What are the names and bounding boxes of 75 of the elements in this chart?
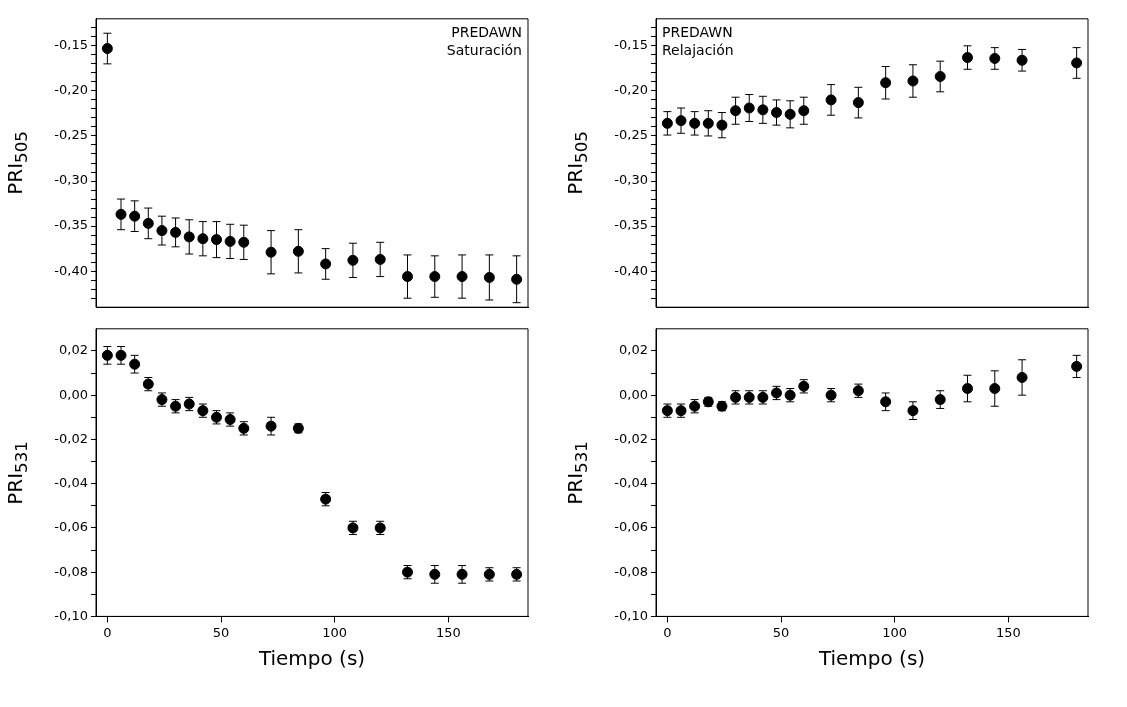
x-tick-label: 150 [996,624,1021,640]
x-tick-label: 0 [663,624,672,640]
point [402,271,413,283]
y-tick-label: -0,04 [54,475,88,491]
annotation: PREDAWN [662,24,733,41]
point [429,568,441,580]
point [101,349,113,361]
x-axis-title: Tiempo (s) [257,646,366,671]
point [142,217,154,229]
y-tick-label: -0,20 [614,82,648,98]
y-tick-label: -0,15 [54,37,88,53]
y-tick-label: -0,40 [614,262,648,278]
y-tick-label: -0,08 [614,563,648,579]
point [511,273,523,285]
point [798,105,810,117]
point [129,210,141,222]
y-tick-label: -0,04 [614,475,648,491]
point [238,236,250,248]
point [689,117,701,129]
point [661,117,673,129]
point [101,43,113,55]
point [170,226,182,238]
point [183,231,195,243]
point [129,358,141,370]
y-tick-label: -0,15 [614,37,648,53]
point [880,396,892,408]
y-tick-label: -0,35 [614,217,648,233]
y-tick-label: -0,35 [54,217,88,233]
y-tick-label: -0,06 [614,519,648,535]
x-axis-title: Tiempo (s) [817,646,926,671]
point [730,105,742,117]
y-tick-label: -0,25 [614,127,648,143]
y-tick-label: -0,06 [54,519,88,535]
x-tick-label: 100 [322,624,348,640]
x-tick-label: 50 [212,624,230,640]
y-tick-label: -0,10 [54,607,88,623]
y-tick-label: -0,25 [54,127,88,143]
point [211,234,223,246]
point [1071,57,1083,69]
point [989,383,1001,395]
point [702,117,714,129]
point [962,52,973,64]
point [934,70,946,82]
point [1071,360,1083,372]
point [483,271,495,283]
point [771,107,783,119]
point [320,258,332,270]
annotation: Saturación [446,42,522,59]
x-tick-label: 150 [436,624,461,640]
y-tick-label: -0,08 [54,563,88,579]
point [989,52,1001,64]
y-tick-label: 0,00 [59,386,88,402]
point [429,271,441,283]
y-tick-label: -0,02 [614,430,648,446]
y-tick-label: 0,02 [59,342,88,358]
y-tick-label: 0,00 [619,386,648,402]
y-tick-label: 0,02 [619,342,648,358]
point [743,102,755,114]
y-tick-label: -0,10 [614,607,648,623]
annotation: Relajación [662,42,734,59]
y-tick-label: -0,02 [54,430,88,446]
y-tick-label: -0,30 [614,172,648,188]
x-tick-label: 100 [882,624,908,640]
y-tick-label: -0,40 [54,262,88,278]
x-tick-label: 0 [103,624,112,640]
y-tick-label: -0,20 [54,82,88,98]
point [962,383,973,395]
x-tick-label: 50 [772,624,790,640]
point [880,77,892,89]
annotation: PREDAWN [451,24,522,41]
point [292,245,304,257]
point [374,253,386,265]
y-tick-label: -0,30 [54,172,88,188]
point [852,97,864,109]
point [934,394,946,406]
